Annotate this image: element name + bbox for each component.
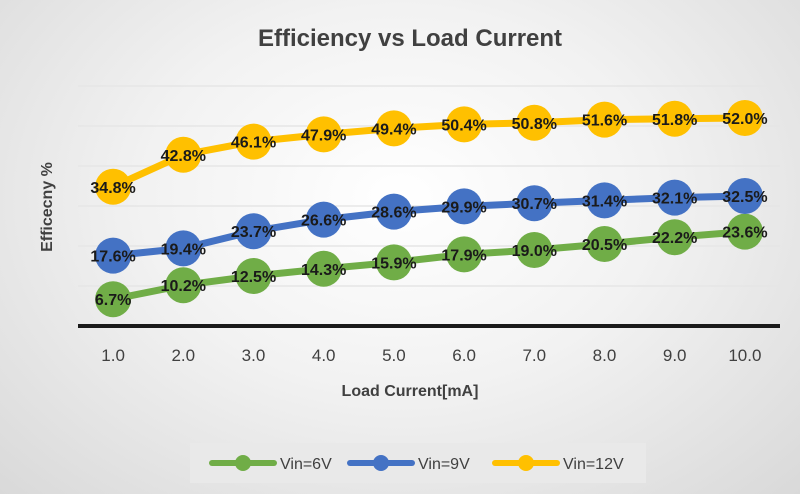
legend-label: Vin=9V — [418, 456, 470, 473]
x-tick-label: 2.0 — [171, 346, 195, 365]
data-point — [726, 178, 763, 214]
data-point — [726, 213, 763, 250]
x-tick-label: 9.0 — [663, 346, 687, 365]
data-label: 51.8% — [652, 112, 697, 129]
series-line — [109, 228, 749, 303]
data-label: 42.8% — [161, 148, 206, 165]
data-point — [586, 182, 623, 219]
data-label: 28.6% — [371, 205, 416, 222]
data-label: 20.5% — [582, 237, 627, 254]
legend: Vin=6V Vin=9V Vin=12V — [190, 443, 646, 483]
data-label: 22.2% — [652, 230, 697, 247]
series-line — [109, 114, 749, 191]
data-point — [516, 185, 553, 222]
x-tick-label: 8.0 — [593, 346, 617, 365]
series-Vin=6V: 6.7% 10.2% 12.5% 14.3% 15.9% 17.9% 19.0% 20.5% 2… — [95, 213, 768, 318]
series-line — [109, 192, 749, 260]
data-point — [375, 110, 412, 147]
data-label: 49.4% — [371, 121, 416, 138]
data-point — [165, 136, 202, 173]
data-point — [656, 100, 693, 137]
data-point — [235, 123, 272, 160]
legend-label: Vin=12V — [563, 456, 624, 473]
legend-marker — [373, 455, 389, 471]
data-point — [165, 230, 202, 267]
x-tick-label: 3.0 — [242, 346, 266, 365]
data-label: 19.0% — [512, 243, 557, 260]
data-label: 17.6% — [90, 249, 135, 266]
data-point — [95, 281, 132, 318]
data-point — [375, 193, 412, 230]
data-label: 23.6% — [722, 225, 767, 242]
y-axis-label: Efficecny % — [39, 162, 56, 252]
data-label: 50.4% — [441, 117, 486, 134]
data-label: 34.8% — [90, 180, 135, 197]
data-label: 32.5% — [722, 189, 767, 206]
data-point — [305, 116, 342, 153]
data-label: 23.7% — [231, 224, 276, 241]
data-point — [446, 106, 483, 143]
legend-item: Vin=9V — [347, 455, 470, 473]
data-label: 50.8% — [512, 116, 557, 133]
data-point — [726, 100, 763, 136]
data-label: 52.0% — [722, 111, 767, 128]
legend-item: Vin=12V — [492, 455, 624, 473]
data-point — [305, 201, 342, 238]
data-point — [235, 213, 272, 250]
data-point — [516, 232, 553, 268]
data-point — [446, 188, 483, 225]
data-label: 47.9% — [301, 127, 346, 144]
data-label: 32.1% — [652, 191, 697, 208]
data-label: 12.5% — [231, 269, 276, 286]
series-Vin=12V: 34.8% 42.8% 46.1% 47.9% 49.4% 50.4% 50.8% 51.6%… — [90, 100, 768, 205]
legend-marker — [235, 455, 251, 471]
data-label: 29.9% — [441, 199, 486, 216]
data-point — [235, 258, 272, 294]
x-tick-label: 5.0 — [382, 346, 406, 365]
data-label: 6.7% — [95, 292, 131, 309]
legend-marker — [518, 455, 534, 471]
data-point — [95, 237, 132, 274]
x-tick-label: 6.0 — [452, 346, 476, 365]
data-label: 10.2% — [161, 278, 206, 295]
data-point — [516, 104, 553, 141]
data-point — [656, 219, 693, 256]
legend-label: Vin=6V — [280, 456, 332, 473]
data-point — [586, 226, 623, 262]
data-label: 51.6% — [582, 113, 627, 130]
chart-title: Efficiency vs Load Current — [258, 25, 562, 52]
data-label: 26.6% — [301, 213, 346, 230]
data-label: 14.3% — [301, 262, 346, 279]
data-label: 19.4% — [161, 241, 206, 258]
data-label: 30.7% — [512, 196, 557, 213]
data-point — [586, 101, 623, 138]
series-Vin=9V: 17.6% 19.4% 23.7% 26.6% 28.6% 29.9% 30.7% 31.4%… — [90, 178, 768, 274]
data-label: 31.4% — [582, 193, 627, 210]
data-label: 46.1% — [231, 135, 276, 152]
data-point — [446, 236, 483, 273]
x-tick-label: 10.0 — [728, 346, 761, 365]
data-point — [656, 179, 693, 216]
x-axis-label: Load Current[mA] — [342, 383, 479, 400]
data-point — [305, 250, 342, 287]
legend-item: Vin=6V — [209, 455, 332, 473]
data-label: 15.9% — [371, 255, 416, 272]
data-point — [95, 168, 132, 205]
data-point — [165, 267, 202, 304]
data-point — [375, 244, 412, 281]
series-layer: 6.7% 10.2% 12.5% 14.3% 15.9% 17.9% 19.0% 20.5% 2… — [90, 100, 768, 318]
x-tick-labels: 1.0 2.0 3.0 4.0 5.0 6.0 7.0 8.0 9.0 10.0 — [101, 346, 761, 365]
data-label: 17.9% — [441, 247, 486, 264]
x-tick-label: 1.0 — [101, 346, 125, 365]
x-tick-label: 7.0 — [522, 346, 546, 365]
x-tick-label: 4.0 — [312, 346, 336, 365]
